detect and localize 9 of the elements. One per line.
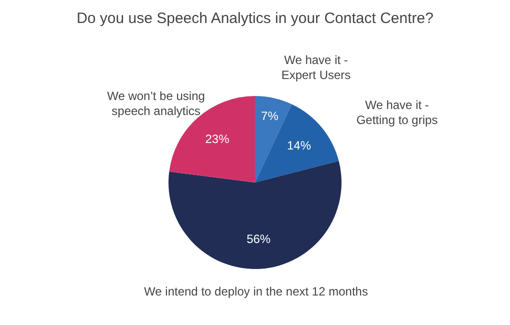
data-label: 23% [205,132,230,146]
slice-label: We have it - Expert Users [281,52,351,82]
data-label: 14% [286,138,312,152]
chart-title: Do you use Speech Analytics in your Contact Centre? [76,10,434,28]
slice-label: We intend to deploy in the next 12 months [144,284,368,298]
slice-label: We have it - Getting to grips [356,98,438,127]
data-label: 56% [246,232,271,246]
data-label: 7% [261,108,279,123]
slice-label: We won’t be using speech analytics [107,88,205,118]
